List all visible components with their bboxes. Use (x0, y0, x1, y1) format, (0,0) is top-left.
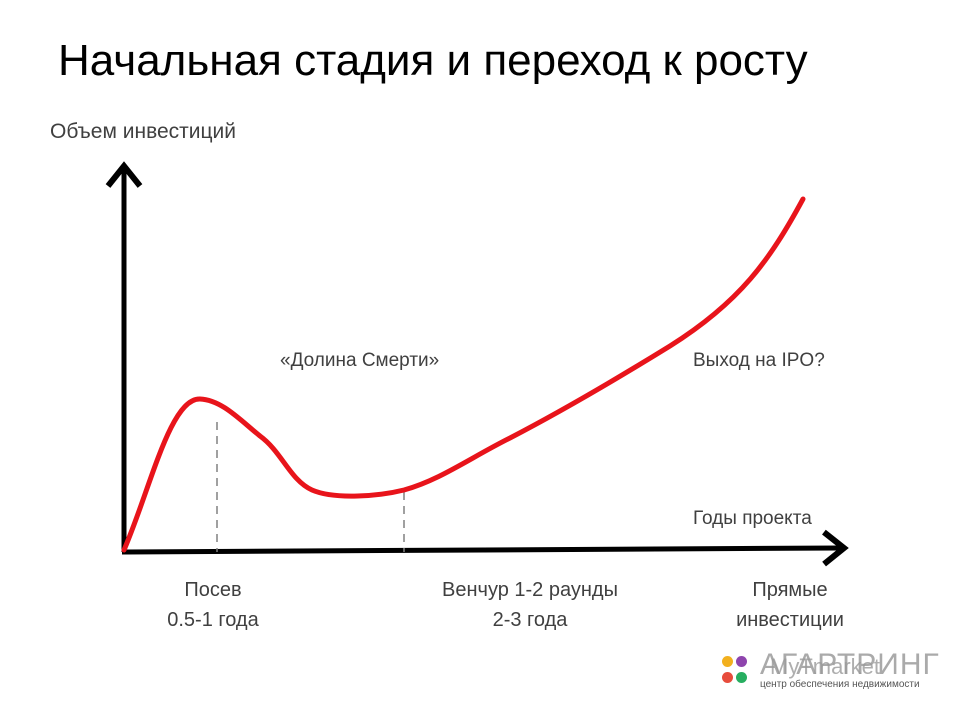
y-axis-label: Объем инвестиций (50, 120, 237, 143)
ipo-label: Выход на IPO? (693, 350, 825, 371)
stage-direct-name: Прямые (752, 579, 828, 601)
logo-dot-icon (736, 672, 747, 683)
company-logo: АГАРТРИНГ MyTmarket центр обеспечения не… (720, 648, 940, 696)
death-valley-label: «Долина Смерти» (280, 350, 440, 371)
stage-seed-name: Посев (184, 579, 242, 601)
x-axis-label: Годы проекта (693, 508, 812, 529)
logo-wordmark-secondary: MyTmarket (770, 654, 880, 679)
stage-direct-investment: Прямые инвестиции (700, 575, 880, 635)
logo-dot-icon (722, 672, 733, 683)
logo-dot-icon (736, 656, 747, 667)
logo-dot-icon (722, 656, 733, 667)
stage-venture-name: Венчур 1-2 раунды (442, 579, 618, 601)
stage-venture-duration: 2-3 года (492, 609, 568, 631)
investment-curve (121, 196, 806, 553)
x-axis (121, 529, 849, 567)
stage-seed: Посев 0.5-1 года (143, 575, 283, 635)
stage-venture: Венчур 1-2 раунды 2-3 года (405, 575, 655, 635)
logo-wordmark: АГАРТРИНГ (760, 648, 940, 681)
stage-seed-duration: 0.5-1 года (167, 609, 259, 631)
page-title: Начальная стадия и переход к росту (58, 36, 808, 85)
logo-tagline: центр обеспечения недвижимости (760, 679, 920, 690)
stage-direct-duration: инвестиции (736, 609, 844, 631)
